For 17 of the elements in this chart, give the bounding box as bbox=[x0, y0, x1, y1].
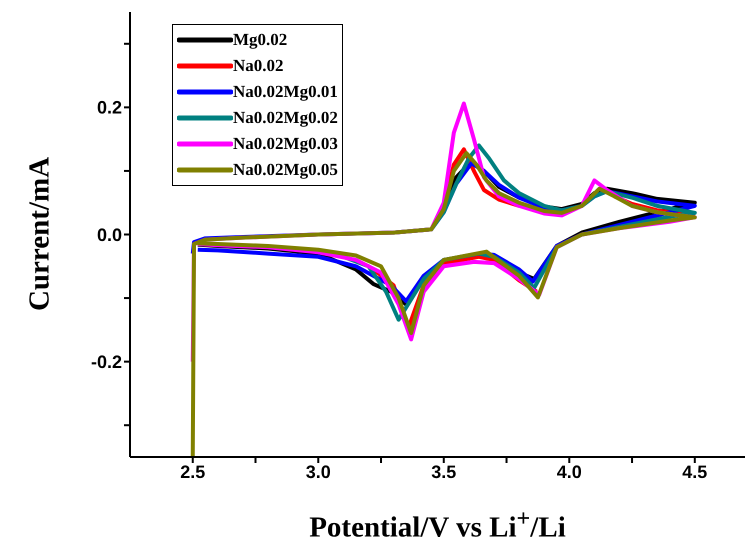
y-tick-label: 0.0 bbox=[96, 224, 122, 245]
x-tick-label: 2.5 bbox=[180, 462, 206, 482]
y-tick-label: -0.2 bbox=[90, 352, 122, 372]
x-tick-label: 4.5 bbox=[682, 462, 708, 482]
legend-label: Mg0.02 bbox=[233, 30, 288, 50]
y-axis-title: Current/mA bbox=[24, 156, 56, 312]
x-tick-label: 4.0 bbox=[556, 462, 582, 482]
y-tick-label: 0.2 bbox=[96, 98, 122, 118]
x-axis-title: Potential/V vs Li$^{+}$/Li bbox=[308, 505, 567, 545]
legend-label: Na0.02 bbox=[233, 56, 284, 76]
x-tick-label: 3.0 bbox=[306, 462, 331, 482]
legend-label: Na0.02Mg0.05 bbox=[233, 160, 338, 180]
legend-label: Na0.02Mg0.01 bbox=[233, 82, 338, 102]
legend-label: Na0.02Mg0.02 bbox=[233, 108, 338, 128]
x-tick-label: 3.5 bbox=[431, 462, 456, 482]
line-series bbox=[190, 151, 697, 457]
legend-label: Na0.02Mg0.03 bbox=[233, 134, 338, 154]
